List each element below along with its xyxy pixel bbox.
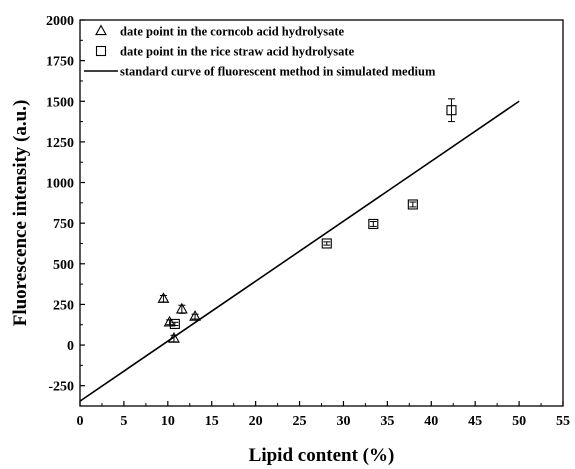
x-tick-label: 20 <box>249 414 263 429</box>
legend-entry: date point in the rice straw acid hydrol… <box>95 45 355 59</box>
x-tick-label: 5 <box>120 414 127 429</box>
corncob-data-point <box>163 315 176 327</box>
standard-curve-line <box>79 100 520 402</box>
x-tick-label: 40 <box>424 414 438 429</box>
legend-entry: standard curve of fluorescent method in … <box>84 65 436 79</box>
legend-triangle-symbol <box>95 24 107 36</box>
triangle-marker <box>163 315 176 327</box>
triangle-marker <box>175 302 188 314</box>
rice-straw-data-point <box>368 218 379 230</box>
axis-layer <box>79 19 564 407</box>
legend-label: date point in the corncob acid hydrolysa… <box>120 25 345 39</box>
y-tick-label: 1500 <box>46 95 74 110</box>
legend-entry: date point in the corncob acid hydrolysa… <box>95 24 345 39</box>
square-marker <box>321 238 332 249</box>
y-tick-label: 0 <box>67 339 74 354</box>
corncob-data-point <box>189 310 201 321</box>
y-tick-label: 750 <box>53 217 74 232</box>
x-tick-label: 35 <box>380 414 394 429</box>
tick-label-layer: 0 5 10 15 20 25 30 35 40 45 50 55 -250 0 250 500 750 1000… <box>46 14 570 429</box>
square-marker <box>368 218 379 230</box>
y-axis-title: Fluorescence intensity (a.u.) <box>10 100 31 327</box>
rice-straw-data-point <box>169 318 180 329</box>
x-tick-label: 55 <box>556 414 570 429</box>
x-tick-label: 15 <box>205 414 219 429</box>
legend-label: date point in the rice straw acid hydrol… <box>120 45 355 59</box>
triangle-marker <box>168 332 180 343</box>
rice-straw-data-point <box>446 98 457 123</box>
rice-straw-data-point <box>321 238 332 249</box>
legend-square-symbol <box>95 45 107 57</box>
x-tick-label: 0 <box>77 414 84 429</box>
mark-layer <box>79 98 520 402</box>
legend-label: standard curve of fluorescent method in … <box>120 65 436 79</box>
y-tick-label: 500 <box>53 258 74 273</box>
x-tick-label: 45 <box>468 414 482 429</box>
y-tick-label: 250 <box>53 298 74 313</box>
square-marker <box>407 199 418 210</box>
y-tick-label: 1750 <box>46 55 74 70</box>
y-tick-label: -250 <box>48 380 74 395</box>
triangle-marker <box>189 310 201 321</box>
x-tick-label: 10 <box>161 414 175 429</box>
x-tick-label: 25 <box>293 414 307 429</box>
legend: date point in the corncob acid hydrolysa… <box>84 24 436 79</box>
x-axis-title: Lipid content (%) <box>249 445 395 466</box>
y-tick-label: 2000 <box>46 14 74 29</box>
y-tick-label: 1250 <box>46 136 74 151</box>
square-marker <box>446 105 457 116</box>
rice-straw-data-point <box>407 199 418 210</box>
corncob-data-point <box>157 292 170 303</box>
x-tick-label: 30 <box>336 414 350 429</box>
triangle-marker <box>157 292 170 303</box>
y-tick-label: 1000 <box>46 177 74 192</box>
x-tick-label: 50 <box>512 414 526 429</box>
square-marker <box>169 318 180 329</box>
corncob-data-point <box>175 302 188 314</box>
